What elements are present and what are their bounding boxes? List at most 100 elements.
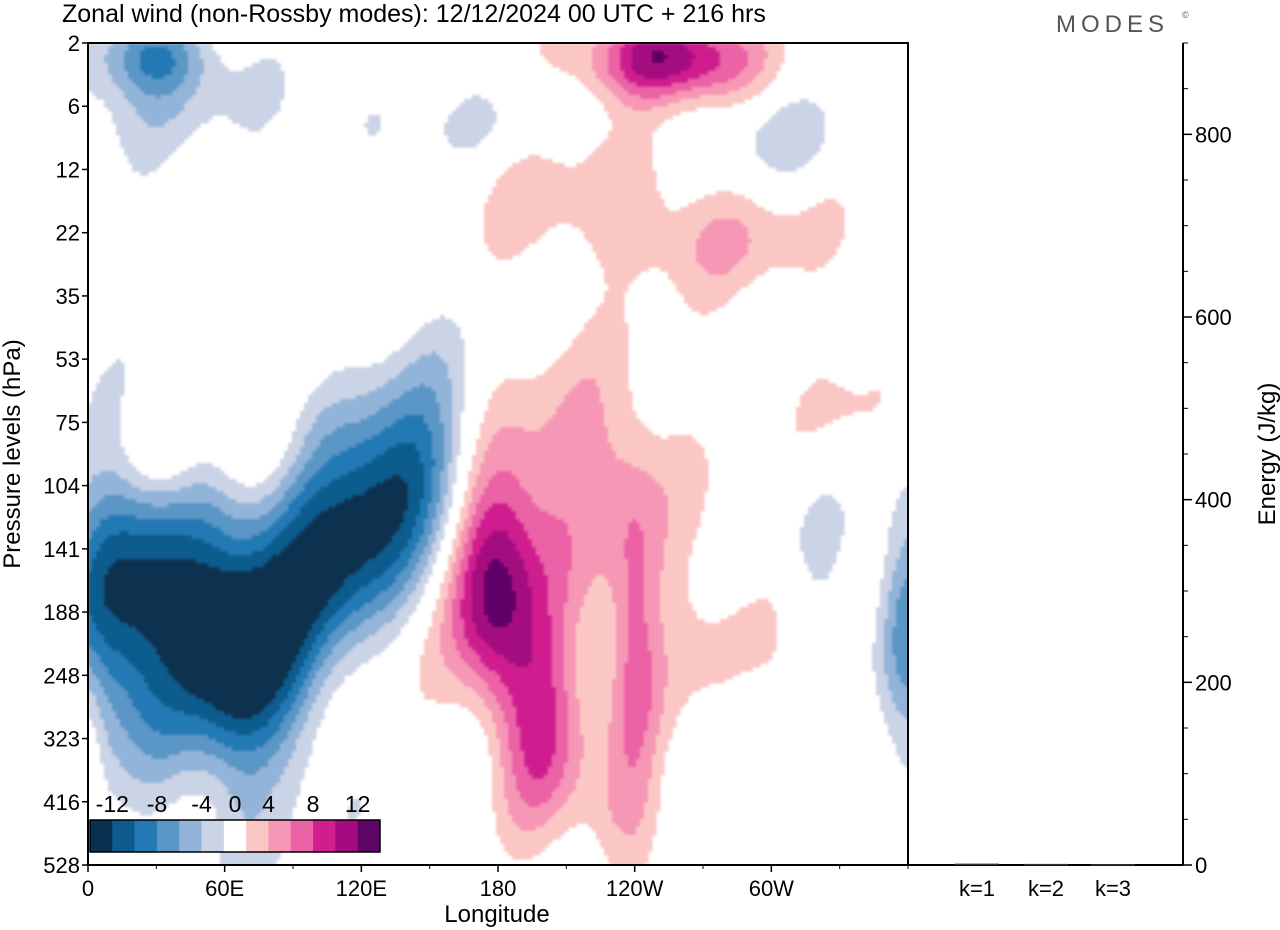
wind-cell [384,451,421,456]
wind-cell [460,519,465,524]
wind-cell [412,551,425,556]
wind-cell [88,527,97,532]
colorbar-swatch [223,820,247,852]
wind-cell [312,427,337,432]
wind-cell [120,651,157,656]
wind-cell [300,491,317,496]
wind-cell [104,99,129,104]
y-axis-label: Pressure levels (hPa) [0,339,26,568]
wind-cell [492,559,501,564]
wind-cell [112,115,141,120]
wind-cell [408,499,421,504]
wind-cell [600,303,625,308]
wind-cell [88,531,93,536]
wind-cell [496,819,513,824]
wind-cell [428,539,437,544]
wind-cell [664,539,693,544]
wind-cell [748,55,769,60]
wind-cell [332,671,353,676]
wind-cell [444,427,453,432]
wind-cell [744,223,845,228]
wind-cell [140,711,185,716]
wind-cell [104,771,129,776]
wind-cell [872,663,885,668]
wind-cell [88,491,225,496]
wind-cell [664,631,777,636]
wind-cell [88,459,129,464]
wind-cell [628,583,645,588]
wind-cell [316,415,369,420]
wind-cell [88,671,93,676]
wind-cell [468,515,473,520]
wind-cell [896,703,908,708]
wind-cell [556,743,569,748]
wind-cell [448,115,497,120]
wind-cell [268,703,281,708]
wind-cell [292,755,309,760]
wind-cell [128,695,157,700]
wind-cell [612,719,625,724]
wind-cell [224,491,273,496]
wind-cell [876,691,893,696]
wind-cell [420,451,433,456]
wind-cell [660,595,689,600]
wind-cell [88,599,105,604]
wind-cell [644,731,661,736]
wind-cell [804,267,817,272]
wind-cell [428,507,437,512]
wind-cell [432,475,441,480]
wind-cell [880,695,893,700]
wind-cell [316,671,333,676]
wind-cell [592,59,609,64]
wind-cell [88,699,97,704]
wind-cell [472,591,485,596]
wind-cell [544,423,605,428]
wind-cell [444,451,453,456]
wind-cell [132,739,217,744]
wind-cell [568,795,609,800]
wind-cell [492,439,609,444]
wind-cell [444,463,449,468]
wind-cell [628,531,645,536]
y-tick-label: 12 [56,157,80,182]
wind-cell [608,427,649,432]
wind-cell [552,623,565,628]
wind-cell [300,451,313,456]
wind-cell [332,371,401,376]
wind-cell [552,627,565,632]
wind-cell [636,831,657,836]
wind-cell [152,75,165,80]
wind-cell [108,779,141,784]
wind-cell [424,551,433,556]
wind-cell [500,383,577,388]
wind-cell [172,475,229,480]
wind-cell [632,47,689,52]
wind-cell [88,535,93,540]
wind-cell [504,787,517,792]
wind-cell [608,767,653,772]
wind-cell [312,647,321,652]
wind-cell [284,511,301,516]
wind-cell [436,531,445,536]
wind-cell [224,783,277,788]
wind-cell [176,679,285,684]
wind-cell [156,651,301,656]
wind-cell [380,431,433,436]
wind-cell [88,543,101,548]
wind-cell [212,803,237,808]
wind-cell [624,87,693,92]
wind-cell [300,735,317,740]
wind-cell [612,91,629,96]
wind-cell [896,707,908,712]
wind-cell [508,531,529,536]
wind-cell [272,471,289,476]
wind-cell [524,559,541,564]
wind-cell [284,451,301,456]
wind-cell [460,543,465,548]
wind-cell [464,627,477,632]
wind-cell [112,611,321,616]
wind-cell [884,627,893,632]
wind-cell [584,231,701,236]
wind-cell [404,415,425,420]
wind-cell [304,659,317,664]
